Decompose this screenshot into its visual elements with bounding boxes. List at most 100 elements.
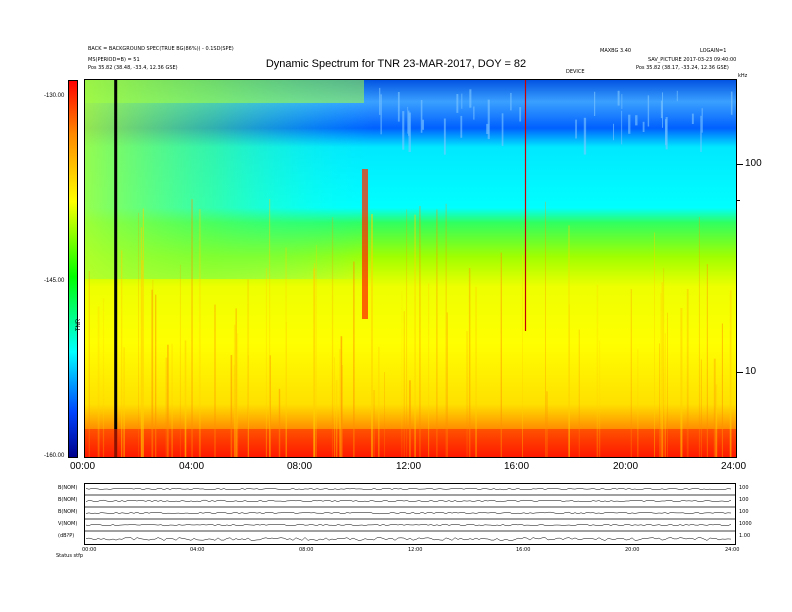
- panel-right-1: 100: [739, 485, 749, 491]
- streak: [286, 322, 287, 457]
- streak: [331, 217, 334, 457]
- streak: [578, 329, 580, 457]
- streak: [637, 349, 639, 457]
- upper-streak: [461, 93, 463, 109]
- streak: [214, 304, 216, 457]
- upper-streak: [691, 113, 694, 124]
- status-footer: Status stfp: [56, 553, 84, 559]
- upper-streak: [460, 115, 463, 138]
- header-right-line-3: Pos 35.82 (38.17, -33.24, 12.36 GSE): [636, 65, 729, 71]
- streak: [269, 355, 271, 457]
- streak: [235, 308, 237, 457]
- streak: [698, 216, 700, 457]
- upper-streak: [617, 90, 620, 106]
- upper-streak: [730, 91, 733, 115]
- streak: [353, 261, 355, 457]
- upper-streak: [469, 89, 472, 108]
- plot-frame: [84, 79, 737, 458]
- streak: [667, 312, 668, 457]
- panel-x-tick-0: 00:00: [82, 547, 97, 553]
- streak: [285, 247, 287, 457]
- panel-label-1: B(NOM): [58, 485, 78, 491]
- streak: [315, 245, 317, 457]
- lower-panels-frame: [84, 483, 736, 545]
- streak: [664, 333, 666, 457]
- streak: [661, 282, 663, 457]
- burst-enhancement: [362, 169, 368, 319]
- streak: [247, 355, 249, 457]
- streak: [522, 255, 523, 457]
- panel-right-2: 100: [739, 497, 749, 503]
- streak: [663, 267, 665, 457]
- streak: [269, 199, 271, 457]
- early-day-emission: [84, 79, 374, 279]
- upper-streak: [575, 119, 577, 139]
- y-tick-mark-10: [736, 372, 743, 373]
- upper-streak: [487, 99, 490, 140]
- upper-streak: [635, 115, 638, 126]
- streak: [165, 357, 168, 457]
- upper-streak: [647, 95, 650, 127]
- streak: [167, 344, 169, 457]
- streak: [152, 280, 154, 457]
- upper-streak: [583, 117, 587, 155]
- x-tick-0000: 00:00: [70, 461, 96, 472]
- upper-streak: [613, 123, 614, 141]
- panel-label-3: B(NOM): [58, 509, 78, 515]
- x-tick-2400: 24:00: [721, 461, 747, 472]
- panel-trace: [85, 537, 732, 541]
- y-tick-mark-100: [736, 164, 743, 165]
- streak: [97, 306, 100, 457]
- upper-streak: [380, 94, 382, 135]
- panel-x-tick-1: 04:00: [190, 547, 205, 553]
- streak: [384, 372, 385, 457]
- panel-trace: [85, 487, 732, 491]
- streak: [500, 252, 502, 457]
- streak: [247, 279, 249, 457]
- y-tick-100: 100: [745, 158, 762, 169]
- colorbar: [68, 80, 78, 458]
- streak: [378, 346, 380, 457]
- streak: [102, 298, 105, 457]
- streak: [371, 214, 373, 457]
- upper-streak: [594, 91, 596, 116]
- streak: [445, 203, 447, 457]
- streak: [599, 340, 601, 457]
- streak: [179, 264, 181, 457]
- upper-streak: [397, 92, 400, 122]
- streak: [233, 324, 236, 457]
- upper-streak: [402, 111, 405, 150]
- streak: [596, 284, 599, 457]
- streak: [341, 365, 343, 457]
- x-tick-1200: 12:00: [396, 461, 422, 472]
- streak: [403, 311, 405, 457]
- streak: [88, 271, 90, 457]
- streak: [715, 384, 718, 457]
- streak: [409, 380, 411, 457]
- colorbar-label: TNR: [76, 318, 83, 332]
- streak: [428, 283, 430, 457]
- streak: [340, 336, 343, 457]
- streak: [568, 304, 570, 457]
- panel-label-5: (dB?P): [58, 533, 75, 539]
- early-day-top-band: [84, 79, 364, 103]
- streak: [198, 209, 201, 457]
- streak: [401, 290, 403, 457]
- panel-x-tick-4: 16:00: [516, 547, 531, 553]
- streak: [141, 260, 143, 457]
- streak: [721, 323, 723, 457]
- upper-streak: [660, 100, 663, 119]
- streak: [713, 358, 716, 457]
- streak: [660, 293, 662, 457]
- streak: [568, 225, 570, 457]
- streak: [659, 343, 660, 457]
- streak: [700, 359, 702, 457]
- streak: [230, 355, 233, 457]
- upper-streak: [408, 112, 411, 152]
- chart-title: Dynamic Spectrum for TNR 23-MAR-2017, DO…: [265, 58, 527, 70]
- panel-x-tick-5: 20:00: [625, 547, 640, 553]
- upper-streak: [473, 106, 475, 120]
- upper-streak: [676, 90, 678, 102]
- upper-streak: [443, 118, 446, 155]
- streak: [233, 365, 235, 457]
